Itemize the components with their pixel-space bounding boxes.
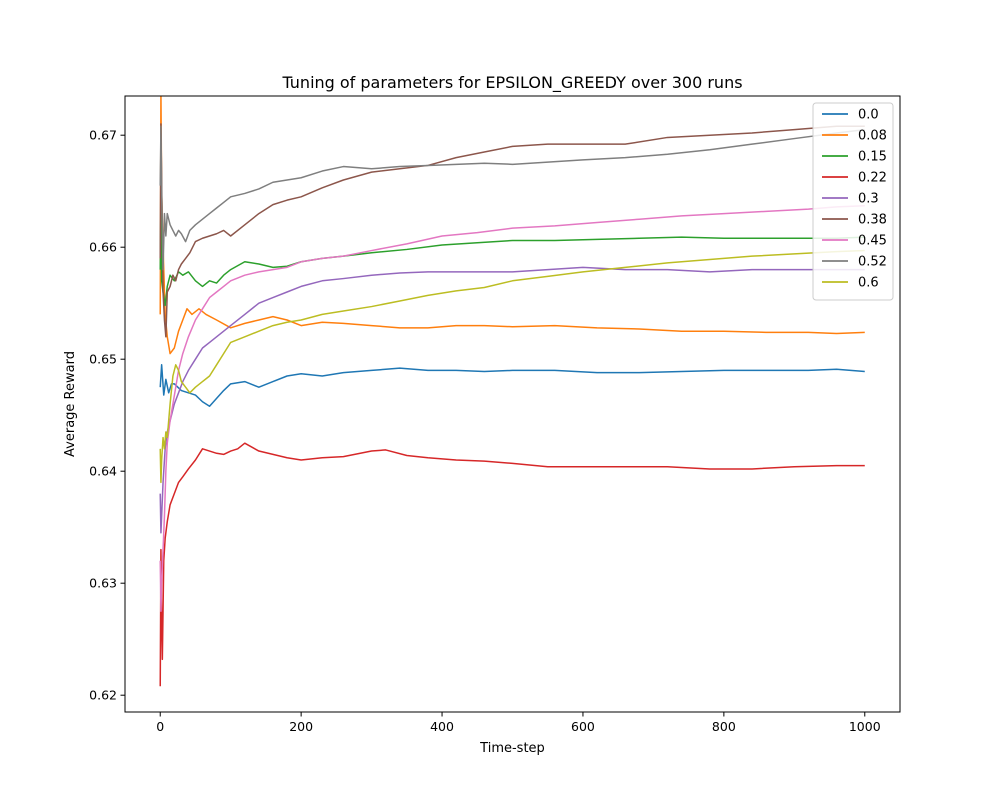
y-axis-ticks: 0.62 0.63 0.64 0.65 0.66 0.67 [89,128,125,703]
x-tick-label: 1000 [849,719,881,734]
series-line-6 [159,205,865,612]
series-line-2 [159,201,865,307]
legend-label: 0.0 [858,108,879,123]
legend-label: 0.45 [858,234,887,249]
x-tick-label: 800 [712,719,736,734]
legend-label: 0.38 [858,213,887,228]
x-tick-label: 600 [571,719,595,734]
legend-label: 0.3 [858,192,879,207]
series-line-5 [159,123,865,338]
legend-label: 0.22 [858,171,887,186]
y-axis-label: Average Reward [63,351,78,457]
y-tick-label: 0.65 [89,352,117,367]
legend-label: 0.6 [858,276,879,291]
legend-label: 0.15 [858,150,887,165]
x-axis-ticks: 0 200 400 600 800 1000 [156,712,881,734]
legend-box [812,102,894,301]
y-tick-label: 0.66 [89,240,117,255]
y-tick-label: 0.63 [89,576,117,591]
y-tick-label: 0.64 [89,464,117,479]
legend: 0.0 0.08 0.15 0.22 0.3 0.38 0.45 0.52 0.6 [812,102,894,301]
legend-label: 0.08 [858,129,887,144]
chart-title: Tuning of parameters for EPSILON_GREEDY … [281,73,742,93]
x-tick-label: 0 [156,719,164,734]
y-tick-label: 0.67 [89,128,117,143]
series-line-7 [159,125,865,271]
series-layer [159,96,865,687]
y-tick-label: 0.62 [89,688,117,703]
series-line-3 [159,442,865,687]
series-line-0 [159,364,865,407]
series-line-1 [159,96,865,355]
x-tick-label: 400 [430,719,454,734]
series-line-8 [159,249,865,484]
legend-label: 0.52 [858,255,887,270]
plot-area-frame [124,95,901,713]
x-tick-label: 200 [289,719,313,734]
x-axis-label: Time-step [479,741,545,756]
